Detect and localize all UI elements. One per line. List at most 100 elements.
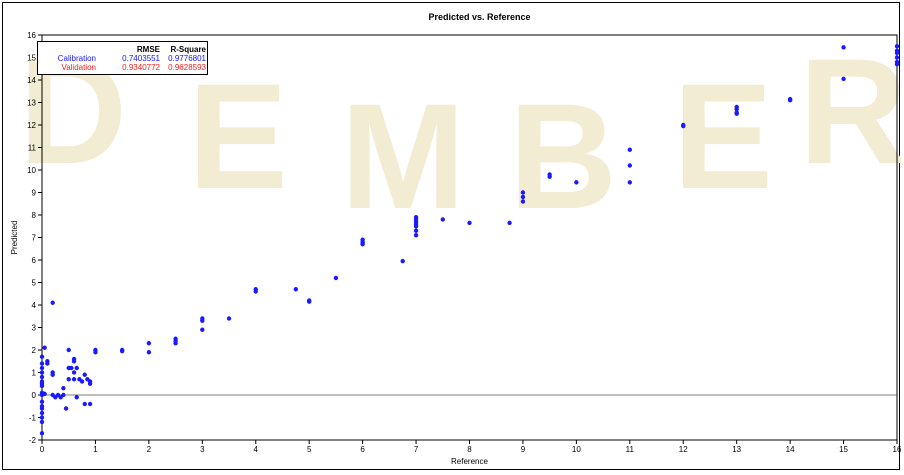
x-tick-label: 1 (93, 445, 98, 454)
data-point (413, 233, 419, 238)
data-point (574, 180, 579, 185)
y-tick-label: 12 (27, 121, 36, 130)
y-tick-label: 0 (32, 391, 37, 400)
data-point (894, 55, 900, 60)
watermark-letter: E (188, 52, 288, 220)
data-point (39, 419, 45, 425)
x-axis-title: Reference (451, 457, 488, 466)
y-tick-label: 10 (27, 166, 36, 175)
legend-row-calibration: Calibration 0.7403551 0.9776801 (38, 54, 207, 63)
data-point (39, 354, 45, 359)
data-point (39, 361, 45, 366)
data-point (627, 147, 633, 152)
data-point (200, 327, 205, 332)
data-point (841, 45, 846, 50)
data-point (39, 410, 45, 416)
x-tick-label: 10 (572, 445, 581, 454)
data-point (71, 370, 77, 375)
data-point (547, 174, 552, 179)
data-point (42, 391, 47, 397)
data-point (306, 299, 312, 304)
data-point (93, 350, 98, 355)
data-point (253, 289, 258, 294)
x-tick-label: 5 (307, 445, 312, 454)
x-tick-label: 14 (786, 445, 795, 454)
legend-validation-rsq: 0.9628593 (168, 63, 206, 72)
data-point (71, 377, 77, 382)
data-point (627, 163, 633, 168)
x-tick-label: 16 (893, 445, 901, 454)
data-point (39, 415, 45, 420)
x-tick-label: 6 (360, 445, 365, 454)
x-tick-label: 15 (839, 445, 848, 454)
legend-calibration-rmse: 0.7403551 (122, 54, 160, 63)
y-tick-label: 15 (27, 54, 36, 63)
x-tick-label: 7 (414, 445, 419, 454)
data-point (520, 194, 526, 200)
data-point (42, 345, 47, 350)
legend-calibration-label: Calibration (57, 54, 96, 63)
x-tick-label: 13 (732, 445, 741, 454)
data-point (787, 96, 793, 102)
data-point (520, 190, 526, 195)
data-point (333, 275, 339, 281)
x-tick-label: 2 (147, 445, 152, 454)
watermark-letter: E (673, 52, 773, 220)
chart-title: Predicted vs. Reference (428, 12, 530, 22)
legend-row-validation: Validation 0.9340772 0.9628593 (38, 63, 207, 72)
y-tick-label: 16 (27, 31, 36, 40)
data-point (63, 406, 69, 411)
data-point (61, 386, 66, 391)
data-point (440, 217, 445, 222)
y-tick-label: 3 (32, 324, 37, 333)
data-point (74, 365, 79, 371)
data-point (146, 350, 152, 355)
data-point (39, 431, 45, 436)
legend-header-row: RMSE R-Square (38, 45, 207, 54)
x-tick-label: 8 (467, 445, 472, 454)
y-tick-label: 6 (32, 256, 37, 265)
data-point (894, 62, 900, 67)
data-point (520, 199, 526, 204)
y-tick-label: 4 (32, 301, 37, 310)
data-point (50, 370, 55, 375)
watermark-letter: B (509, 72, 617, 240)
legend-header-rsq: R-Square (170, 45, 206, 54)
data-point (226, 316, 232, 321)
data-point (39, 379, 45, 384)
x-tick-label: 4 (254, 445, 259, 454)
x-tick-label: 3 (200, 445, 205, 454)
data-point (87, 401, 93, 407)
data-point (50, 300, 55, 305)
x-tick-label: 9 (521, 445, 526, 454)
data-point (61, 392, 66, 398)
data-point (173, 341, 178, 346)
y-tick-label: 11 (28, 144, 37, 153)
data-point (734, 110, 739, 115)
x-tick-label: 11 (626, 445, 635, 454)
data-point (413, 217, 419, 222)
data-point (71, 359, 77, 364)
data-point (119, 348, 125, 354)
data-point (39, 399, 45, 404)
data-point (467, 220, 472, 226)
y-tick-label: 7 (32, 234, 37, 243)
data-point (82, 372, 87, 377)
data-point (734, 107, 739, 112)
legend-validation-label: Validation (61, 63, 96, 72)
x-tick-label: 0 (40, 445, 45, 454)
data-point (66, 377, 71, 382)
data-point (82, 401, 87, 407)
data-point (413, 228, 419, 233)
chart-legend: RMSE R-Square Calibration 0.7403551 0.97… (37, 41, 208, 75)
data-point (894, 44, 900, 49)
data-point (627, 180, 633, 185)
y-tick-label: -1 (29, 414, 37, 423)
data-point (87, 379, 93, 384)
y-axis-title: Predicted (10, 221, 19, 255)
data-point (39, 404, 45, 409)
x-tick-label: 12 (679, 445, 688, 454)
data-point (400, 258, 405, 264)
y-tick-label: 5 (32, 279, 37, 288)
